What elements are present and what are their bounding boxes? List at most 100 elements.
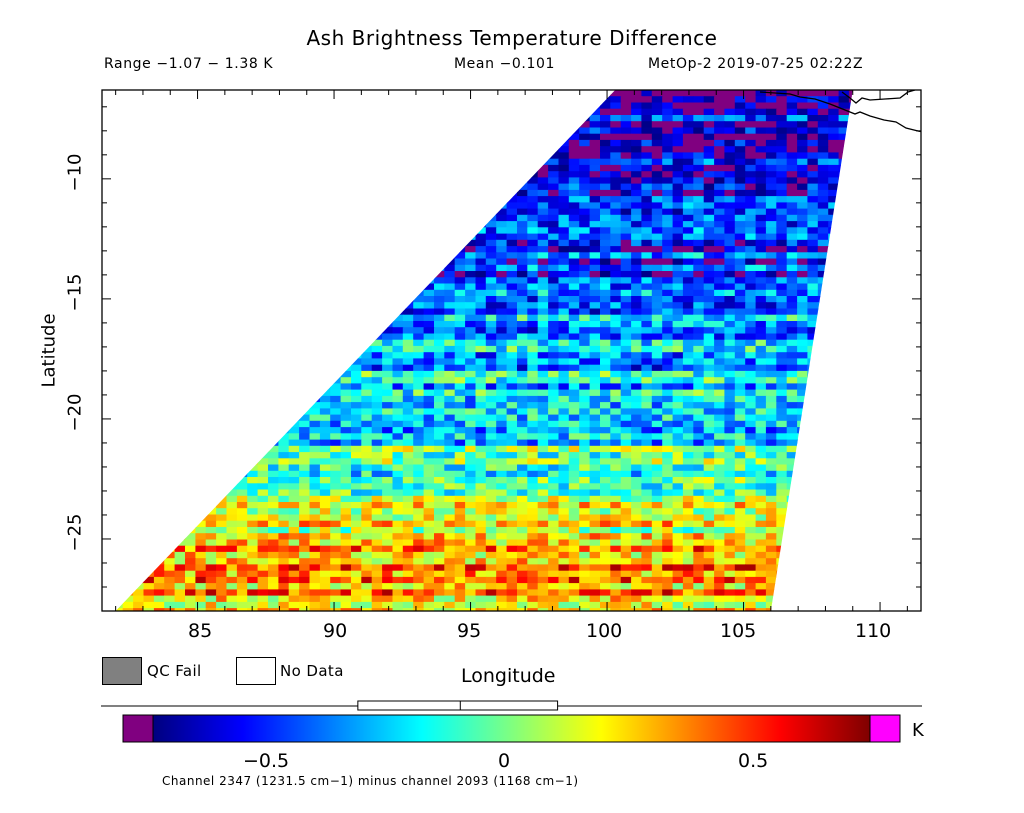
heatmap-cell xyxy=(226,495,238,503)
heatmap-cell xyxy=(817,433,829,441)
heatmap-cell xyxy=(517,308,528,316)
heatmap-cell xyxy=(299,289,311,297)
heatmap-cell xyxy=(444,283,456,291)
heatmap-cell xyxy=(185,133,196,141)
heatmap-cell xyxy=(371,258,383,266)
heatmap-cell xyxy=(682,433,694,441)
heatmap-cell xyxy=(817,327,829,334)
heatmap-cell xyxy=(257,458,269,466)
heatmap-cell xyxy=(115,202,124,210)
heatmap-cell xyxy=(776,277,788,285)
heatmap-cell xyxy=(247,445,259,453)
heatmap-cell xyxy=(236,108,248,116)
heatmap-cell xyxy=(195,108,207,116)
heatmap-cell xyxy=(703,321,715,328)
heatmap-cell xyxy=(600,345,611,353)
heatmap-cell xyxy=(122,283,134,291)
heatmap-cell xyxy=(537,358,549,366)
heatmap-cell xyxy=(693,133,705,141)
heatmap-cell xyxy=(115,495,124,503)
heatmap-cell xyxy=(797,90,809,97)
heatmap-cell xyxy=(402,402,414,409)
heatmap-cell xyxy=(382,433,394,441)
heatmap-cell xyxy=(745,314,757,322)
heatmap-cell xyxy=(475,402,487,409)
heatmap-cell xyxy=(288,96,300,103)
heatmap-cell xyxy=(506,133,518,141)
heatmap-cell xyxy=(828,183,840,191)
heatmap-cell xyxy=(475,258,487,266)
heatmap-cell xyxy=(330,470,342,478)
heatmap-cell xyxy=(164,189,176,197)
heatmap-cell xyxy=(330,177,342,185)
heatmap-cell xyxy=(714,108,726,116)
heatmap-cell xyxy=(361,271,373,278)
heatmap-cell xyxy=(641,433,653,441)
heatmap-cell xyxy=(288,196,300,203)
heatmap-cell xyxy=(817,108,829,116)
heatmap-cell xyxy=(434,158,445,166)
heatmap-cell xyxy=(548,189,560,197)
heatmap-cell xyxy=(568,308,580,316)
heatmap-cell xyxy=(620,152,632,160)
heatmap-cell xyxy=(351,196,362,203)
heatmap-cell xyxy=(703,289,715,297)
heatmap-cell xyxy=(444,202,456,210)
heatmap-cell xyxy=(745,402,757,409)
heatmap-cell xyxy=(838,115,850,122)
heatmap-cell xyxy=(288,127,300,135)
heatmap-cell xyxy=(330,370,342,378)
heatmap-cell xyxy=(454,271,466,278)
heatmap-cell xyxy=(870,252,881,259)
heatmap-cell xyxy=(579,314,591,322)
heatmap-cell xyxy=(205,252,217,260)
heatmap-cell xyxy=(174,189,186,197)
heatmap-cell xyxy=(247,258,259,266)
heatmap-cell xyxy=(288,427,300,434)
heatmap-cell xyxy=(651,196,663,203)
heatmap-cell xyxy=(558,246,570,253)
heatmap-cell xyxy=(423,152,435,160)
heatmap-cell xyxy=(838,158,850,166)
heatmap-cell xyxy=(465,133,477,141)
heatmap-cell xyxy=(423,183,435,191)
heatmap-cell xyxy=(880,465,891,472)
heatmap-cell xyxy=(662,127,674,135)
heatmap-cell xyxy=(288,296,300,303)
heatmap-cell xyxy=(299,483,311,491)
heatmap-cell xyxy=(434,321,445,328)
heatmap-cell xyxy=(216,464,228,472)
heatmap-cell xyxy=(102,446,113,453)
heatmap-cell xyxy=(765,202,777,210)
heatmap-cell xyxy=(838,308,850,316)
heatmap-cell xyxy=(299,458,311,466)
heatmap-cell xyxy=(620,445,632,453)
heatmap-cell xyxy=(651,171,663,178)
heatmap-cell xyxy=(288,402,300,409)
heatmap-cell xyxy=(579,96,591,103)
heatmap-cell xyxy=(268,395,279,403)
heatmap-cell xyxy=(392,171,404,178)
heatmap-cell xyxy=(589,152,601,160)
heatmap-cell xyxy=(309,458,321,466)
heatmap-cell xyxy=(506,383,518,391)
heatmap-cell xyxy=(631,90,643,97)
heatmap-cell xyxy=(786,470,798,478)
heatmap-cell xyxy=(413,264,425,272)
heatmap-cell xyxy=(745,177,757,185)
heatmap-cell xyxy=(568,321,580,328)
heatmap-cell xyxy=(703,477,715,484)
heatmap-cell xyxy=(195,90,207,97)
heatmap-cell xyxy=(102,196,113,203)
heatmap-cell xyxy=(568,221,580,228)
heatmap-cell xyxy=(102,427,113,434)
heatmap-cell xyxy=(755,333,767,341)
heatmap-cell xyxy=(205,183,217,191)
heatmap-cell xyxy=(392,389,404,397)
heatmap-cell xyxy=(703,389,715,397)
heatmap-cell xyxy=(682,377,694,384)
heatmap-cell xyxy=(454,433,466,441)
heatmap-cell xyxy=(195,289,207,297)
heatmap-cell xyxy=(600,483,611,491)
heatmap-cell xyxy=(465,321,477,328)
